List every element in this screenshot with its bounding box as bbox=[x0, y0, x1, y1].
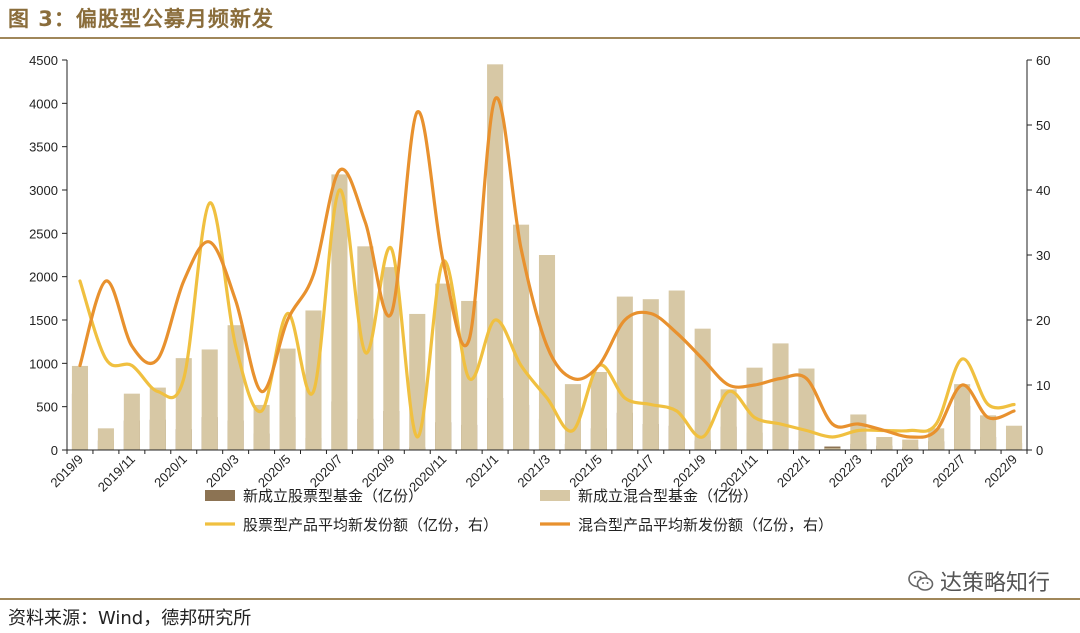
right-tick-label: 20 bbox=[1036, 313, 1050, 328]
x-tick-label: 2020/7 bbox=[307, 452, 346, 491]
x-tick-label: 2020/5 bbox=[255, 452, 294, 491]
legend-stock-bars: 新成立股票型基金（亿份） bbox=[205, 487, 423, 505]
mixed-bar bbox=[564, 384, 581, 450]
lines-group bbox=[78, 96, 1016, 439]
mixed-bar bbox=[97, 428, 114, 450]
watermark-text: 达策略知行 bbox=[939, 571, 1050, 596]
legend-mixed-bars: 新成立混合型基金（亿份） bbox=[540, 487, 758, 505]
mixed-bar bbox=[642, 299, 659, 450]
mixed-bar bbox=[513, 224, 530, 450]
left-tick-label: 2500 bbox=[29, 226, 58, 241]
mixed-bar bbox=[1005, 425, 1023, 450]
left-tick-label: 2000 bbox=[29, 270, 58, 285]
x-tick-label: 2021/1 bbox=[463, 452, 502, 491]
x-tick-label: 2022/5 bbox=[878, 452, 917, 491]
legend-stock-bars-label: 新成立股票型基金（亿份） bbox=[243, 487, 423, 505]
right-tick-label: 40 bbox=[1036, 183, 1050, 198]
mixed-bar bbox=[980, 415, 997, 450]
legend-mixed-line: 混合型产品平均新发份额（亿份，右） bbox=[540, 516, 833, 534]
top-rule bbox=[0, 37, 1080, 39]
x-tick-label: 2022/7 bbox=[930, 452, 969, 491]
mixed-bar bbox=[954, 384, 971, 450]
left-tick-label: 4500 bbox=[29, 53, 58, 68]
mixed-bar bbox=[331, 174, 348, 450]
legend-stock-line-label: 股票型产品平均新发份额（亿份，右） bbox=[243, 516, 498, 534]
mixed-bar bbox=[746, 367, 763, 450]
mixed-bar bbox=[149, 387, 166, 450]
legend-mixed-bars-label: 新成立混合型基金（亿份） bbox=[578, 487, 758, 505]
mixed-bar bbox=[305, 310, 322, 450]
right-tick-label: 10 bbox=[1036, 378, 1050, 393]
mixed-bar bbox=[253, 404, 270, 450]
x-tick-label: 2020/1 bbox=[151, 452, 190, 491]
chart: 0 500 1000 1500 2000 2500 3000 3500 4000 4500 0 10 2… bbox=[29, 53, 1050, 534]
mixed-bar bbox=[279, 348, 296, 450]
x-tick-label: 2022/3 bbox=[826, 452, 865, 491]
x-tick-label: 2021/7 bbox=[618, 452, 657, 491]
x-tick-label: 2020/9 bbox=[359, 452, 398, 491]
mixed-bar bbox=[357, 246, 374, 450]
left-tick-label: 0 bbox=[51, 443, 58, 458]
figure-title: 图 3：偏股型公募月频新发 bbox=[8, 7, 274, 31]
x-tick-label: 2021/9 bbox=[670, 452, 709, 491]
mixed-bar bbox=[876, 437, 893, 450]
x-tick-label: 2021/3 bbox=[514, 452, 553, 491]
mixed-avg-line bbox=[78, 96, 1016, 439]
mixed-bar bbox=[538, 255, 556, 450]
left-tick-label: 4000 bbox=[29, 96, 58, 111]
right-tick-label: 60 bbox=[1036, 53, 1050, 68]
legend: 新成立股票型基金（亿份） 新成立混合型基金（亿份） 股票型产品平均新发份额（亿份，右… bbox=[205, 487, 833, 534]
x-tick-label: 2019/11 bbox=[95, 452, 138, 495]
x-tick-label: 2022/1 bbox=[774, 452, 813, 491]
right-tick-label: 0 bbox=[1036, 443, 1043, 458]
mixed-bar bbox=[694, 328, 711, 450]
mixed-bar bbox=[590, 372, 607, 450]
source-note: 资料来源：Wind，德邦研究所 bbox=[8, 608, 252, 629]
bottom-rule bbox=[0, 598, 1080, 600]
left-tick-label: 3000 bbox=[29, 183, 58, 198]
mixed-bar bbox=[902, 439, 919, 450]
mixed-bar bbox=[201, 349, 218, 450]
legend-mixed-bars-swatch bbox=[540, 490, 570, 501]
mixed-bar bbox=[123, 393, 140, 450]
x-tick-label: 2021/5 bbox=[566, 452, 605, 491]
mixed-bar bbox=[772, 343, 789, 450]
mixed-bar bbox=[720, 389, 737, 450]
left-tick-label: 1500 bbox=[29, 313, 58, 328]
mixed-bars-group bbox=[71, 64, 1023, 450]
left-tick-label: 500 bbox=[36, 400, 58, 415]
legend-stock-line: 股票型产品平均新发份额（亿份，右） bbox=[205, 516, 498, 534]
mixed-bar bbox=[668, 290, 685, 450]
left-tick-label: 1000 bbox=[29, 356, 58, 371]
mixed-bar bbox=[616, 296, 633, 450]
mixed-bar bbox=[824, 448, 841, 450]
left-tick-label: 3500 bbox=[29, 140, 58, 155]
wechat-icon bbox=[908, 570, 934, 591]
mixed-bar bbox=[435, 283, 452, 450]
mixed-bar bbox=[71, 365, 89, 450]
right-tick-label: 30 bbox=[1036, 248, 1050, 263]
right-tick-label: 50 bbox=[1036, 118, 1050, 133]
legend-stock-bars-swatch bbox=[205, 490, 235, 501]
mixed-bar bbox=[409, 313, 426, 450]
stock-avg-line bbox=[78, 188, 1016, 439]
watermark: 达策略知行 bbox=[908, 565, 1050, 597]
x-tick-label: 2020/3 bbox=[203, 452, 242, 491]
legend-mixed-line-label: 混合型产品平均新发份额（亿份，右） bbox=[578, 516, 833, 534]
mixed-bar bbox=[175, 358, 192, 450]
mixed-bar bbox=[487, 64, 504, 450]
x-tick-label: 2022/9 bbox=[981, 452, 1020, 491]
